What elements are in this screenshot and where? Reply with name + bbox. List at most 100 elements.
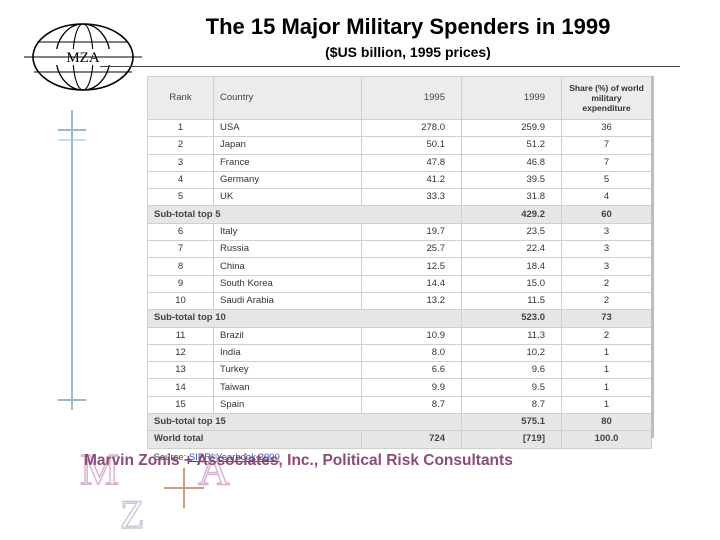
cell-1999: 9.6 xyxy=(461,361,562,380)
cell-country: India xyxy=(213,343,362,363)
table-row: 7 Russia 25.7 22.4 3 xyxy=(147,240,652,259)
table-right-border xyxy=(651,76,654,438)
logo-letter-z: Z xyxy=(120,492,144,530)
table-row: 9 South Korea 14.4 15.0 2 xyxy=(147,274,652,293)
cell-country: Japan xyxy=(213,136,362,155)
cell-share: 2 xyxy=(561,291,652,311)
cell-1995: 10.9 xyxy=(361,326,462,345)
cell-1999: 23.5 xyxy=(461,222,562,242)
cell-share: 80 xyxy=(561,413,652,432)
cell-share: 1 xyxy=(561,378,652,397)
cell-rank: 3 xyxy=(147,153,214,172)
cell-share: 3 xyxy=(561,222,652,242)
source-link[interactable]: SIPRI Yearbook 2000 xyxy=(188,451,280,463)
cell-country: South Korea xyxy=(213,274,362,293)
table-row: 13 Turkey 6.6 9.6 1 xyxy=(147,361,652,380)
world-total-row: World total 724 [719] 100.0 xyxy=(147,430,652,449)
table-row: 6 Italy 19.7 23.5 3 xyxy=(147,222,652,242)
cell-1995: 724 xyxy=(361,430,462,449)
col-header-1995: 1995 xyxy=(361,76,462,120)
cell-share: 3 xyxy=(561,257,652,276)
cell-country: Saudi Arabia xyxy=(213,291,362,311)
cell-1995: 8.7 xyxy=(361,395,462,415)
cell-rank: 12 xyxy=(147,343,214,363)
subtotal-label: Sub-total top 15 xyxy=(147,413,462,432)
subtotal-label: Sub-total top 10 xyxy=(147,309,462,328)
subtotal-row: Sub-total top 10 523.0 73 xyxy=(147,309,652,328)
cell-1999: 11.5 xyxy=(461,291,562,311)
cell-country: USA xyxy=(213,118,362,138)
cell-1999: 31.8 xyxy=(461,188,562,207)
cell-1999: [719] xyxy=(461,430,562,449)
cell-country: Russia xyxy=(213,240,362,259)
cell-rank: 4 xyxy=(147,170,214,190)
cell-1999: 575.1 xyxy=(461,413,562,432)
cell-rank: 11 xyxy=(147,326,214,345)
subtotal-row: Sub-total top 15 575.1 80 xyxy=(147,413,652,432)
cell-rank: 9 xyxy=(147,274,214,293)
cell-share: 2 xyxy=(561,326,652,345)
subtotal-label: World total xyxy=(147,430,362,449)
cell-1995: 278.0 xyxy=(361,118,462,138)
cell-rank: 15 xyxy=(147,395,214,415)
cell-1999: 523.0 xyxy=(461,309,562,328)
cell-1999: 11.3 xyxy=(461,326,562,345)
cell-1995: 12.5 xyxy=(361,257,462,276)
cell-1995: 9.9 xyxy=(361,378,462,397)
cell-share: 4 xyxy=(561,188,652,207)
table-row: 3 France 47.8 46.8 7 xyxy=(147,153,652,172)
cell-country: Taiwan xyxy=(213,378,362,397)
cell-1995: 6.6 xyxy=(361,361,462,380)
cell-1995: 19.7 xyxy=(361,222,462,242)
table-row: 11 Brazil 10.9 11.3 2 xyxy=(147,326,652,345)
table-row: 1 USA 278.0 259.9 36 xyxy=(147,118,652,138)
page-subtitle: ($US billion, 1995 prices) xyxy=(325,44,491,60)
table-row: 5 UK 33.3 31.8 4 xyxy=(147,188,652,207)
cell-rank: 5 xyxy=(147,188,214,207)
table-row: 10 Saudi Arabia 13.2 11.5 2 xyxy=(147,291,652,311)
cell-rank: 10 xyxy=(147,291,214,311)
cell-rank: 14 xyxy=(147,378,214,397)
cell-rank: 13 xyxy=(147,361,214,380)
cell-1999: 39.5 xyxy=(461,170,562,190)
table-row: 8 China 12.5 18.4 3 xyxy=(147,257,652,276)
table-row: 12 India 8.0 10.2 1 xyxy=(147,343,652,363)
cell-share: 2 xyxy=(561,274,652,293)
decorative-cross-lines xyxy=(58,110,86,410)
source-note: Source: SIPRI Yearbook 2000 xyxy=(147,448,652,466)
cell-country: Germany xyxy=(213,170,362,190)
cell-share: 100.0 xyxy=(561,430,652,449)
col-header-share: Share (%) of world military expenditure xyxy=(561,76,652,120)
header-divider xyxy=(100,66,680,67)
logo-letter-a: A xyxy=(198,445,230,494)
cell-country: Turkey xyxy=(213,361,362,380)
cell-1999: 429.2 xyxy=(461,205,562,224)
cell-share: 60 xyxy=(561,205,652,224)
cell-share: 36 xyxy=(561,118,652,138)
cell-1995: 50.1 xyxy=(361,136,462,155)
cell-country: France xyxy=(213,153,362,172)
cell-rank: 2 xyxy=(147,136,214,155)
cell-1995: 25.7 xyxy=(361,240,462,259)
cell-country: China xyxy=(213,257,362,276)
cell-share: 73 xyxy=(561,309,652,328)
cell-1999: 51.2 xyxy=(461,136,562,155)
col-header-1999: 1999 xyxy=(461,76,562,120)
cell-1999: 9.5 xyxy=(461,378,562,397)
logo-text: MZA xyxy=(66,50,100,66)
cell-1995: 14.4 xyxy=(361,274,462,293)
cell-1995: 47.8 xyxy=(361,153,462,172)
cell-rank: 7 xyxy=(147,240,214,259)
table-row: 2 Japan 50.1 51.2 7 xyxy=(147,136,652,155)
subtotal-label: Sub-total top 5 xyxy=(147,205,462,224)
cell-share: 1 xyxy=(561,361,652,380)
table-row: 15 Spain 8.7 8.7 1 xyxy=(147,395,652,415)
footer-company-name: Marvin Zonis + Associates, Inc., Politic… xyxy=(84,452,513,469)
cell-rank: 1 xyxy=(147,118,214,138)
mza-watermark-logo: M Z A xyxy=(80,444,231,530)
cell-share: 3 xyxy=(561,240,652,259)
cell-1995: 33.3 xyxy=(361,188,462,207)
subtotal-row: Sub-total top 5 429.2 60 xyxy=(147,205,652,224)
cell-1995: 8.0 xyxy=(361,343,462,363)
cell-1999: 259.9 xyxy=(461,118,562,138)
